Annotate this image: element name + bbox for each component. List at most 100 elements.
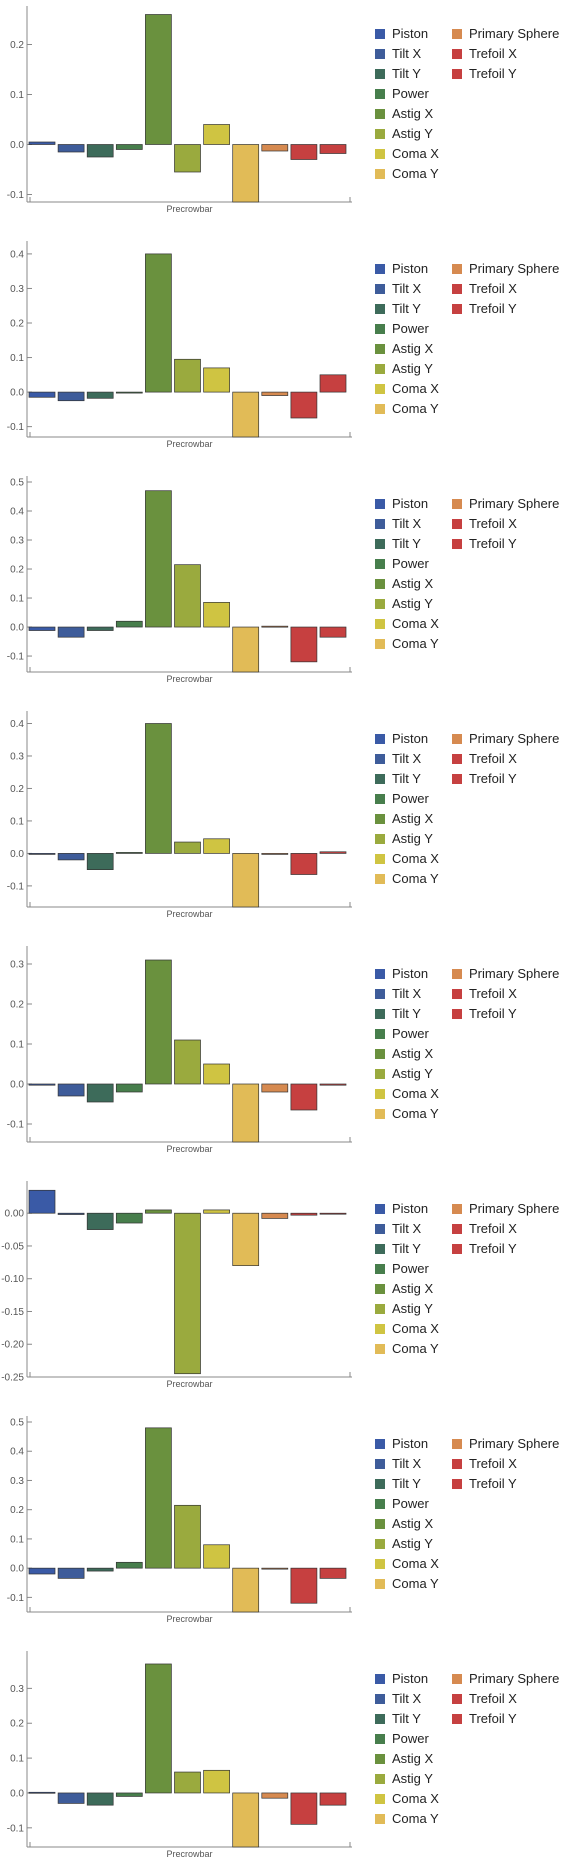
bar-astig-x bbox=[145, 723, 172, 854]
y-tick-label: 0.1 bbox=[10, 594, 24, 605]
legend-item-label: Astig X bbox=[392, 341, 434, 356]
bar-primary-sphere bbox=[261, 144, 289, 152]
bar-trefoil-y bbox=[319, 851, 347, 854]
legend-item-label: Coma X bbox=[392, 1321, 439, 1336]
legend-swatch bbox=[375, 519, 385, 529]
y-tick-label: 0.2 bbox=[10, 1505, 24, 1516]
legend-swatch bbox=[375, 559, 385, 569]
legend: Piston Tilt X Tilt Y Power Astig X Astig Y Com… bbox=[375, 1201, 559, 1356]
chart-panel: -0.1 0.0 0.1 0.2 0.3 Precrowbar Piston Tilt X Ti… bbox=[7, 946, 559, 1154]
legend-item-label: Primary Sphere bbox=[469, 1671, 559, 1686]
y-tick-label: 0.3 bbox=[10, 284, 24, 295]
legend-item-label: Power bbox=[392, 556, 430, 571]
legend-item-label: Astig Y bbox=[392, 831, 433, 846]
y-tick-label: 0.1 bbox=[10, 1754, 24, 1765]
y-tick-label: 0.4 bbox=[10, 249, 24, 260]
legend-swatch bbox=[375, 1714, 385, 1724]
bar-tilt-y bbox=[86, 144, 114, 158]
bar-coma-y bbox=[232, 853, 260, 908]
y-tick-label: 0.00 bbox=[5, 1209, 25, 1220]
legend-swatch bbox=[375, 404, 385, 414]
legend-item-label: Tilt X bbox=[392, 986, 421, 1001]
legend-item-label: Primary Sphere bbox=[469, 496, 559, 511]
legend-item-label: Trefoil X bbox=[469, 751, 517, 766]
chart-panel: -0.1 0.0 0.1 0.2 0.3 0.4 Precrowbar Piston Tilt … bbox=[7, 711, 559, 919]
legend-swatch bbox=[375, 1499, 385, 1509]
bar-trefoil-x bbox=[290, 1083, 318, 1111]
legend-swatch bbox=[375, 834, 385, 844]
legend-swatch bbox=[375, 874, 385, 884]
bar-piston bbox=[28, 626, 56, 631]
legend-item-label: Primary Sphere bbox=[469, 1201, 559, 1216]
bar-trefoil-x bbox=[290, 1212, 318, 1216]
legend-item-label: Trefoil Y bbox=[469, 771, 517, 786]
bar-power bbox=[115, 144, 143, 150]
y-tick-label: 0.3 bbox=[10, 1476, 24, 1487]
legend-swatch bbox=[375, 1089, 385, 1099]
legend-swatch bbox=[452, 1714, 462, 1724]
x-axis-label: Precrowbar bbox=[166, 439, 212, 449]
legend-swatch bbox=[375, 1224, 385, 1234]
y-tick-label: -0.1 bbox=[7, 652, 25, 663]
legend-swatch bbox=[375, 89, 385, 99]
bar-trefoil-x bbox=[290, 1792, 318, 1825]
bar-coma-y bbox=[232, 391, 260, 438]
legend-item-label: Primary Sphere bbox=[469, 261, 559, 276]
y-tick-label: 0.0 bbox=[10, 1788, 24, 1799]
bar-astig-x bbox=[145, 1663, 172, 1794]
bar-trefoil-y bbox=[319, 144, 347, 154]
bar-tilt-x bbox=[57, 626, 85, 638]
legend-swatch bbox=[375, 344, 385, 354]
legend-item-label: Power bbox=[392, 1026, 430, 1041]
bar-power bbox=[115, 1083, 143, 1093]
bar-primary-sphere bbox=[261, 1212, 289, 1219]
bar-astig-x bbox=[145, 490, 172, 628]
legend-item-label: Coma Y bbox=[392, 401, 439, 416]
legend-swatch bbox=[375, 1814, 385, 1824]
legend-item-label: Power bbox=[392, 1496, 430, 1511]
bar-astig-y bbox=[174, 144, 201, 173]
y-tick-label: 0.4 bbox=[10, 507, 24, 518]
legend-item-label: Astig Y bbox=[392, 361, 433, 376]
legend-swatch bbox=[452, 1459, 462, 1469]
y-tick-label: 0.4 bbox=[10, 1447, 24, 1458]
legend-item-label: Coma X bbox=[392, 616, 439, 631]
x-axis-label: Precrowbar bbox=[166, 204, 212, 214]
legend-item-label: Tilt Y bbox=[392, 771, 421, 786]
y-tick-label: -0.20 bbox=[1, 1340, 24, 1351]
legend-item-label: Astig Y bbox=[392, 1301, 433, 1316]
chart-panel: -0.1 0.0 0.1 0.2 Precrowbar Piston Tilt X Tilt … bbox=[7, 6, 559, 214]
legend-item-label: Astig X bbox=[392, 1516, 434, 1531]
legend-item-label: Primary Sphere bbox=[469, 1436, 559, 1451]
bar-coma-x bbox=[203, 1063, 230, 1085]
legend-swatch bbox=[375, 1069, 385, 1079]
legend-item-label: Trefoil X bbox=[469, 281, 517, 296]
legend-item-label: Astig Y bbox=[392, 126, 433, 141]
legend-item-label: Coma Y bbox=[392, 1106, 439, 1121]
bar-power bbox=[115, 852, 143, 854]
legend-item-label: Astig X bbox=[392, 576, 434, 591]
legend-item-label: Astig Y bbox=[392, 596, 433, 611]
bar-coma-y bbox=[232, 626, 260, 673]
legend-item-label: Trefoil Y bbox=[469, 1241, 517, 1256]
y-tick-label: 0.5 bbox=[10, 478, 24, 489]
bar-power bbox=[115, 1792, 143, 1797]
y-tick-label: 0.1 bbox=[10, 816, 24, 827]
legend: Piston Tilt X Tilt Y Power Astig X Astig Y Com… bbox=[375, 966, 559, 1121]
legend-item-label: Trefoil X bbox=[469, 986, 517, 1001]
legend-swatch bbox=[375, 69, 385, 79]
y-tick-label: 0.0 bbox=[10, 1080, 24, 1091]
legend-item-label: Coma Y bbox=[392, 1341, 439, 1356]
y-tick-label: 0.0 bbox=[10, 1564, 24, 1575]
y-tick-label: 0.2 bbox=[10, 565, 24, 576]
bar-astig-x bbox=[145, 253, 172, 393]
legend-swatch bbox=[375, 149, 385, 159]
legend-swatch bbox=[375, 1204, 385, 1214]
bar-primary-sphere bbox=[261, 853, 289, 855]
x-axis-label: Precrowbar bbox=[166, 1379, 212, 1389]
bar-trefoil-x bbox=[290, 391, 318, 419]
legend-item-label: Power bbox=[392, 321, 430, 336]
legend-item-label: Astig Y bbox=[392, 1536, 433, 1551]
bar-tilt-y bbox=[86, 1567, 114, 1572]
legend-swatch bbox=[375, 499, 385, 509]
